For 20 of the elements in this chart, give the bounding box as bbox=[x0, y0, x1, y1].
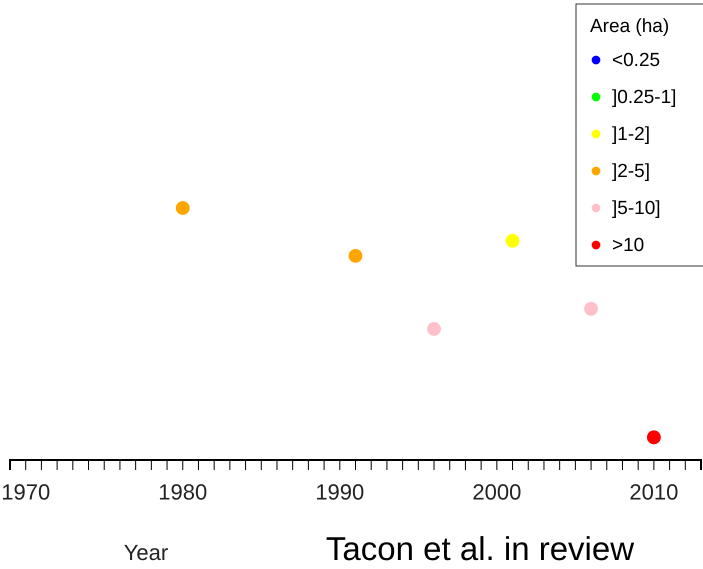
point bbox=[176, 201, 190, 215]
x-axis-title: Year bbox=[124, 540, 168, 565]
legend-label: <0.25 bbox=[612, 50, 660, 71]
text: Tacon et al. in review bbox=[326, 530, 634, 567]
legend-label: ]0.25-1] bbox=[612, 87, 676, 108]
legend-label: ]5-10] bbox=[612, 198, 661, 219]
x-tick-label: 2000 bbox=[472, 479, 522, 504]
x-tick-label: 1990 bbox=[315, 479, 364, 504]
point bbox=[427, 322, 441, 336]
point bbox=[646, 430, 661, 444]
legend-title: Area (ha) bbox=[590, 16, 670, 37]
point bbox=[348, 248, 362, 263]
x-tick-label: 1980 bbox=[158, 479, 208, 504]
x-tick-label: 2010 bbox=[629, 479, 678, 504]
point bbox=[584, 302, 598, 316]
point bbox=[506, 234, 520, 248]
legend-label: >10 bbox=[612, 235, 644, 256]
legend-label: ]1-2] bbox=[612, 124, 650, 145]
x-tick-label: 1970 bbox=[1, 479, 50, 504]
legend-label: ]2-5] bbox=[612, 161, 650, 182]
